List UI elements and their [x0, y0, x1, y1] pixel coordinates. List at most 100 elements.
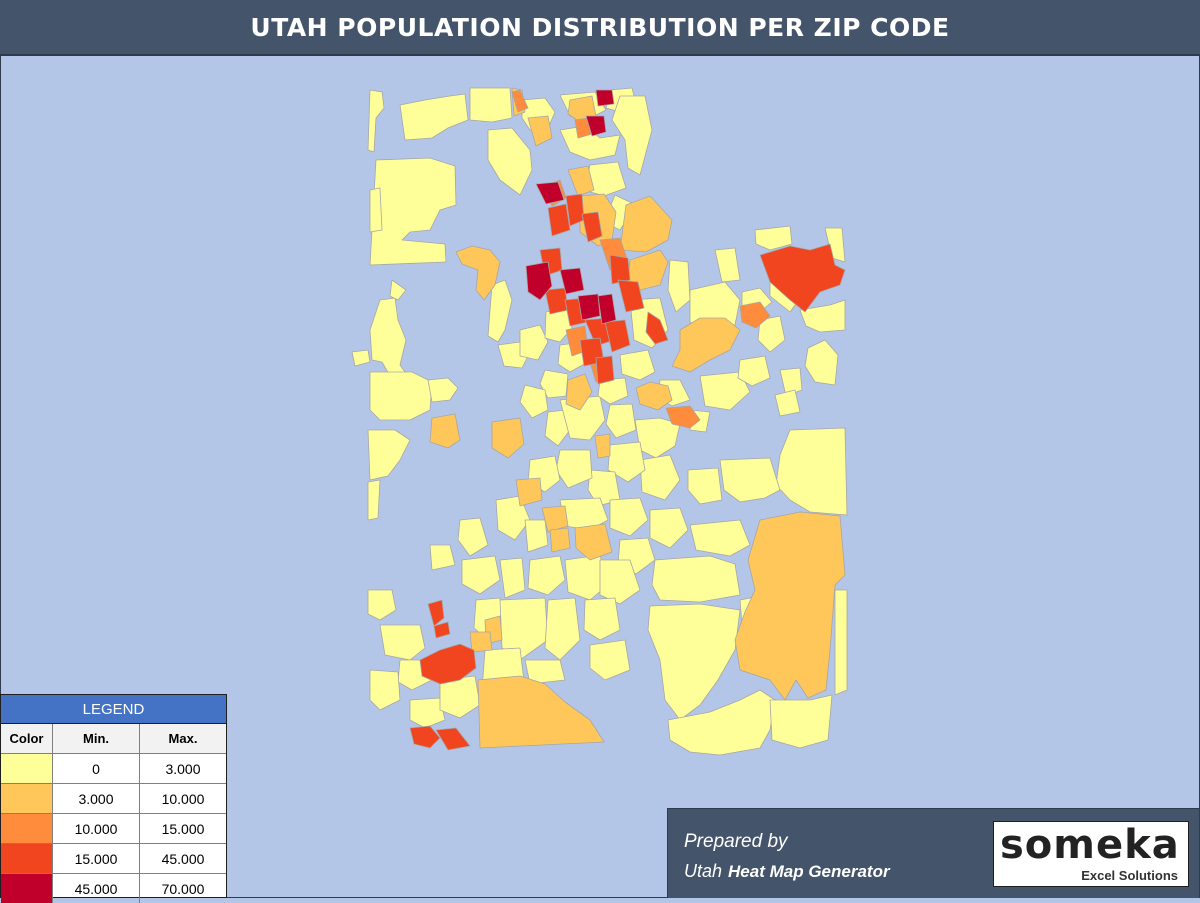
zip-region [367, 429, 411, 481]
zip-region [369, 297, 407, 377]
zip-region [549, 527, 571, 553]
zip-region [524, 659, 566, 685]
legend-table: LEGEND Color Min. Max. 0 3.000 3.000 10.… [0, 694, 227, 903]
zip-region [559, 395, 606, 441]
zip-region [369, 187, 383, 233]
zip-region [574, 523, 613, 561]
zip-region [689, 519, 751, 557]
zip-region [665, 405, 701, 429]
legend-max: 45.000 [161, 850, 205, 867]
zip-region [427, 377, 459, 403]
legend-row: 45.000 70.000 [1, 874, 226, 903]
zip-region [595, 355, 615, 385]
zip-region [779, 367, 803, 397]
legend-min: 45.000 [53, 874, 140, 903]
legend-swatch [1, 784, 52, 813]
zip-region [649, 507, 689, 549]
legend-header-min: Min. [53, 724, 140, 753]
legend-title: LEGEND [1, 695, 226, 724]
zip-region [583, 597, 621, 641]
legend-min: 3.000 [53, 784, 140, 813]
tool-name: Heat Map Generator [728, 862, 890, 881]
zip-region [589, 639, 631, 681]
legend-row: 10.000 15.000 [1, 814, 226, 844]
legend-header-row: Color Min. Max. [1, 724, 226, 754]
zip-region [524, 519, 549, 553]
zip-region [527, 555, 566, 596]
legend-swatch [1, 814, 52, 843]
legend-max: 3.000 [165, 760, 201, 777]
zip-region [719, 457, 781, 503]
zip-region [539, 369, 569, 399]
zip-region [367, 89, 385, 153]
zip-region [617, 279, 645, 313]
zip-region [535, 181, 565, 205]
zip-region [567, 165, 595, 197]
zip-region [769, 694, 833, 749]
zip-region [409, 697, 446, 729]
map-tier-3000-10000 [429, 87, 846, 749]
zip-region [739, 301, 771, 329]
zip-region [544, 287, 569, 315]
legend-max: 15.000 [161, 820, 205, 837]
someka-logo[interactable]: someka Excel Solutions [993, 821, 1189, 887]
zip-region [477, 675, 605, 749]
zip-region [519, 384, 549, 419]
map-title: UTAH POPULATION DISTRIBUTION PER ZIP COD… [250, 12, 950, 42]
zip-region [667, 259, 691, 313]
legend-swatch [1, 844, 52, 873]
legend-row: 0 3.000 [1, 754, 226, 784]
zip-region [651, 555, 741, 603]
zip-region [687, 467, 723, 505]
zip-region [834, 589, 848, 696]
zip-region [595, 89, 615, 107]
zip-region [639, 454, 681, 501]
zip-region [457, 517, 489, 557]
zip-region [544, 597, 581, 661]
zip-region [435, 727, 471, 751]
zip-region [645, 311, 669, 345]
zip-region [499, 557, 526, 599]
title-bar: UTAH POPULATION DISTRIBUTION PER ZIP COD… [0, 0, 1200, 56]
zip-region [379, 624, 426, 661]
zip-region [774, 389, 801, 417]
zip-region [559, 267, 585, 295]
zip-region [737, 355, 771, 387]
logo-wordmark: someka [1000, 822, 1180, 868]
zip-region [585, 115, 607, 137]
zip-region [605, 403, 637, 439]
legend-swatch [1, 874, 52, 903]
zip-region [367, 589, 397, 621]
zip-region [369, 669, 401, 711]
zip-region [409, 725, 441, 749]
zip-region [671, 317, 741, 373]
zip-region [635, 381, 673, 411]
zip-region [699, 371, 751, 411]
prepared-line: Utah Heat Map Generator [684, 861, 890, 882]
zip-region [389, 279, 407, 301]
zip-region [461, 555, 501, 595]
zip-region [594, 433, 611, 459]
legend-max: 10.000 [161, 790, 205, 807]
zip-region [619, 195, 673, 253]
zip-region [541, 505, 569, 533]
legend-header-color: Color [1, 724, 53, 753]
zip-region [469, 87, 513, 123]
zip-region [587, 469, 621, 507]
logo-subtext: Excel Solutions [1081, 868, 1178, 883]
state-name: Utah [684, 861, 723, 881]
zip-region [597, 377, 629, 405]
zip-region [667, 689, 776, 756]
zip-region [429, 544, 456, 571]
zip-region [487, 279, 513, 343]
prepared-label: Prepared by [684, 831, 788, 852]
zip-region [491, 417, 525, 459]
zip-region [799, 299, 846, 333]
utah-zip-map [351, 87, 848, 756]
legend-header-max: Max. [168, 731, 198, 746]
zip-region [511, 89, 529, 113]
zip-region [515, 477, 543, 507]
map-tier-45000-70000 [525, 89, 617, 325]
zip-region [487, 127, 533, 196]
zip-region [581, 211, 603, 243]
